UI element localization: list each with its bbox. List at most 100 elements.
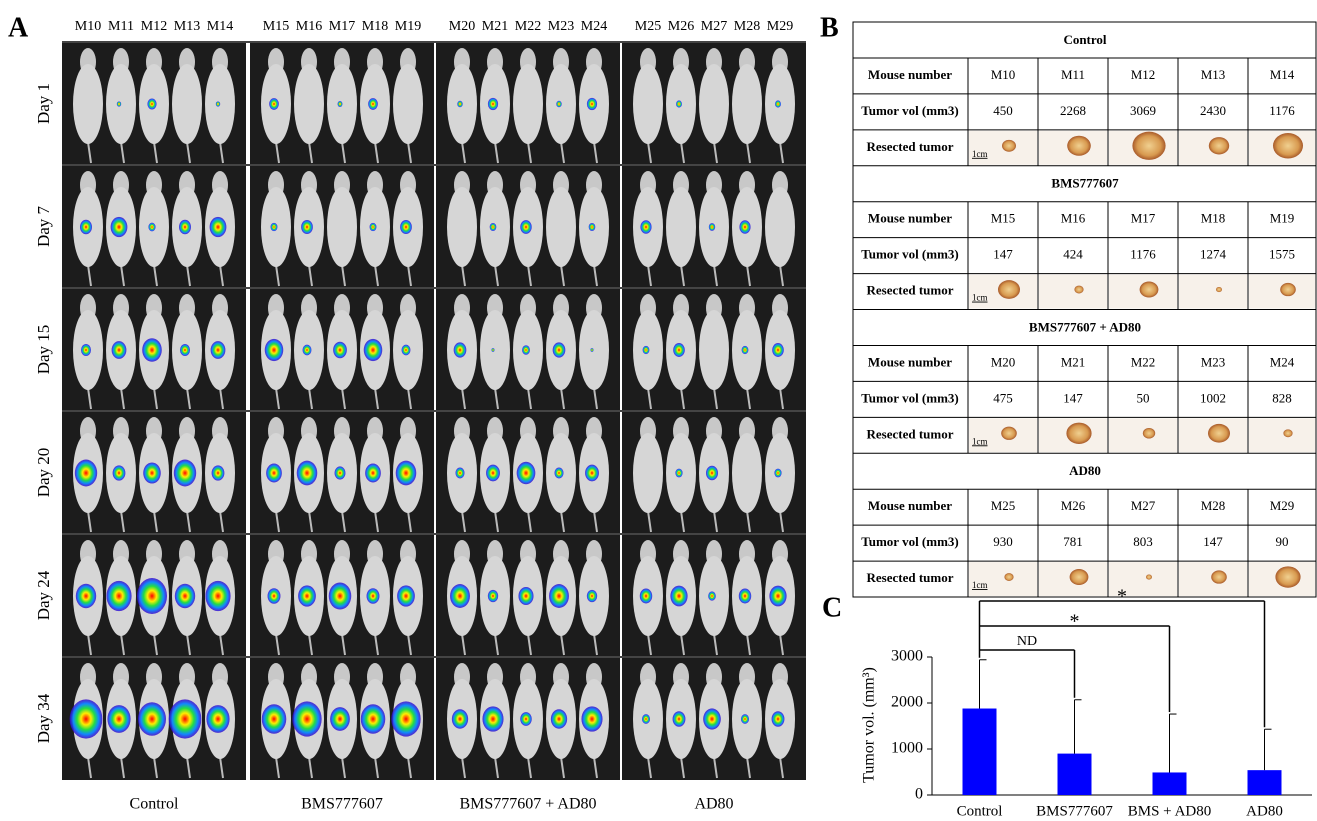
signal xyxy=(292,701,321,736)
signal xyxy=(80,220,92,234)
signal xyxy=(581,706,602,731)
mouse-body xyxy=(73,64,103,144)
tumor xyxy=(1275,566,1300,587)
mouse-body xyxy=(447,187,477,267)
signal xyxy=(518,587,533,605)
day-label: Day 34 xyxy=(34,693,53,743)
panel-label: A xyxy=(8,12,29,43)
signal xyxy=(365,464,381,483)
tumor-volume: 90 xyxy=(1276,534,1289,549)
mouse-body xyxy=(732,433,762,513)
signal xyxy=(675,469,682,478)
signal xyxy=(741,714,749,724)
signal xyxy=(517,462,536,484)
signal xyxy=(452,709,468,729)
signal xyxy=(148,223,155,232)
signal xyxy=(268,588,281,604)
signal xyxy=(368,98,378,110)
scale-label: 1cm xyxy=(972,580,988,590)
signal xyxy=(329,582,352,609)
mouse-body xyxy=(666,187,696,267)
mouse-body xyxy=(294,64,324,144)
signal xyxy=(640,220,651,233)
signal xyxy=(265,339,284,361)
scale-label: 1cm xyxy=(972,149,988,159)
tumor-volume: 930 xyxy=(993,534,1013,549)
mouse-number: M11 xyxy=(1061,67,1085,82)
signal xyxy=(107,705,130,733)
error-bar xyxy=(980,660,987,709)
mouse-number: M16 xyxy=(1061,211,1086,226)
significance-label: ND xyxy=(1017,634,1037,649)
signal xyxy=(769,586,786,607)
signal xyxy=(490,223,497,231)
mouse-id: M21 xyxy=(482,19,508,34)
tumor-volume: 147 xyxy=(1063,390,1083,405)
row-label: Mouse number xyxy=(868,498,952,513)
mouse-number: M12 xyxy=(1131,67,1156,82)
mouse-id: M27 xyxy=(701,19,727,34)
signal xyxy=(262,704,287,733)
mouse-number: M21 xyxy=(1061,354,1086,369)
signal xyxy=(303,345,312,356)
mouse-number: M29 xyxy=(1270,498,1295,513)
panel-label: B xyxy=(820,12,839,43)
group-label: Control xyxy=(130,796,179,813)
y-tick-label: 2000 xyxy=(891,694,923,711)
day-label: Day 1 xyxy=(34,83,53,124)
signal xyxy=(298,585,316,606)
tumor-volume: 2430 xyxy=(1200,103,1226,118)
tumor-volume: 803 xyxy=(1133,534,1153,549)
tumor-volume: 781 xyxy=(1063,534,1083,549)
tumor xyxy=(1074,286,1083,294)
group-label: AD80 xyxy=(694,796,733,813)
y-tick-label: 0 xyxy=(915,786,923,803)
signal xyxy=(703,708,721,729)
signal xyxy=(70,699,103,738)
row-label: Tumor vol (mm3) xyxy=(861,390,959,405)
signal xyxy=(643,346,650,354)
panel-label: C xyxy=(822,592,842,623)
tumor-volume: 2268 xyxy=(1060,103,1086,118)
mouse-id: M13 xyxy=(174,19,200,34)
row-label: Resected tumor xyxy=(867,570,954,585)
signal xyxy=(450,584,470,608)
signal xyxy=(81,344,91,356)
signal xyxy=(772,711,785,726)
signal xyxy=(142,338,162,362)
signal xyxy=(297,461,318,486)
mouse-id: M10 xyxy=(75,19,101,34)
row-label: Tumor vol (mm3) xyxy=(861,103,959,118)
tumor-volume: 50 xyxy=(1137,390,1150,405)
mouse-number: M10 xyxy=(991,67,1016,82)
signal xyxy=(216,101,220,106)
signal xyxy=(361,704,386,733)
row-label: Mouse number xyxy=(868,211,952,226)
signal xyxy=(206,705,229,733)
tumor-photo xyxy=(969,562,1037,596)
mouse-body xyxy=(699,310,729,390)
x-tick-label: AD80 xyxy=(1246,803,1283,819)
mouse-body xyxy=(513,64,543,144)
signal xyxy=(585,465,599,482)
signal xyxy=(301,220,313,234)
mouse-body xyxy=(633,433,663,513)
signal xyxy=(673,711,686,726)
tumor xyxy=(1004,573,1013,581)
signal xyxy=(138,702,166,736)
signal xyxy=(143,462,161,483)
tumor-volume: 475 xyxy=(993,390,1013,405)
signal xyxy=(454,342,467,357)
signal xyxy=(488,590,498,602)
day-label: Day 15 xyxy=(34,325,53,375)
group-title: BMS777607 xyxy=(1051,176,1119,191)
tumor xyxy=(1002,140,1016,152)
error-bar xyxy=(1170,714,1177,772)
signal xyxy=(112,341,127,359)
mouse-number: M27 xyxy=(1131,498,1156,513)
mouse-id: M28 xyxy=(734,19,760,34)
mouse-number: M14 xyxy=(1270,67,1295,82)
y-tick-label: 1000 xyxy=(891,740,923,757)
signal xyxy=(589,223,596,231)
signal xyxy=(587,590,597,602)
